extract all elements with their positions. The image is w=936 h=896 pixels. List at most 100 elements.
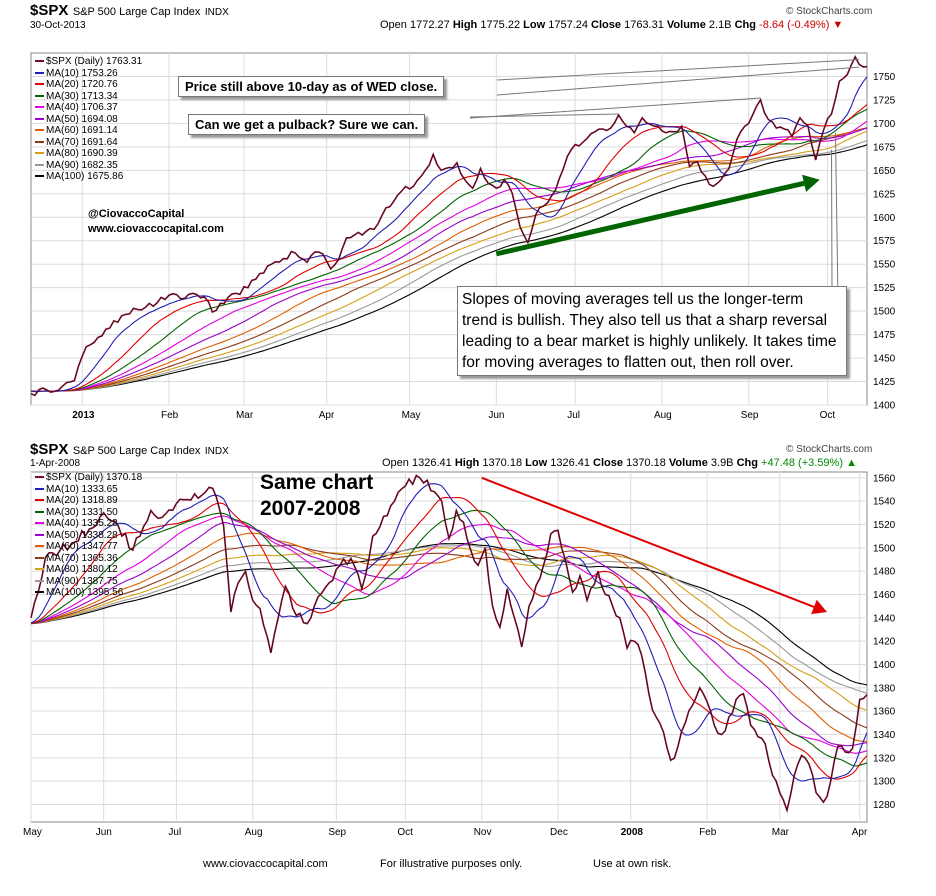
top-title-row: $SPX S&P 500 Large Cap Index INDX — [30, 2, 229, 20]
legend-label: MA(80) 1690.39 — [46, 148, 118, 159]
x-tick-label: Jun — [488, 410, 504, 421]
legend-entry: MA(40) 1335.28 — [35, 518, 142, 530]
legend-entry: MA(20) 1720.76 — [35, 79, 142, 91]
legend-label: MA(60) 1691.14 — [46, 125, 118, 136]
legend-entry: MA(100) 1675.86 — [35, 171, 142, 183]
bottom-chart: $SPX S&P 500 Large Cap Index INDX 1-Apr-… — [0, 438, 936, 838]
legend-label: MA(100) 1395.56 — [46, 587, 124, 598]
top-symbol: $SPX — [30, 2, 69, 19]
legend-label: MA(50) 1694.08 — [46, 113, 118, 125]
ma-line-80 — [31, 130, 868, 392]
legend-label: MA(90) 1387.75 — [46, 575, 118, 587]
y-tick-label: 1650 — [873, 166, 896, 177]
ma-line-90 — [30, 544, 868, 694]
bottom-description: S&P 500 Large Cap Index — [72, 445, 201, 457]
bottom-plot-svg: 1280 1300 1320 1340 1360 1380 1400 1420 1440 1460… — [23, 471, 896, 838]
top-volume-label: Volume — [666, 19, 706, 31]
y-tick-label: 1400 — [873, 401, 896, 412]
trend-arrow — [495, 180, 805, 257]
top-low-label: Low — [523, 19, 546, 31]
top-open-label: Open — [380, 19, 407, 31]
top-high-label: High — [452, 19, 478, 31]
top-twitter-tag: @CiovaccoCapital — [88, 208, 185, 220]
legend-swatch — [35, 591, 44, 594]
top-chg: -8.64 (-0.49%) — [759, 19, 830, 31]
legend-swatch — [35, 556, 44, 559]
bottom-ohlc: Open 1326.41 High 1370.18 Low 1326.41 Cl… — [382, 457, 857, 469]
top-note-slopes: Slopes of moving averages tell us the lo… — [457, 286, 847, 376]
ma-line-80 — [30, 547, 868, 711]
legend-swatch — [35, 510, 44, 513]
bottom-watermark: © StockCharts.com — [786, 444, 873, 455]
legend-swatch — [35, 545, 44, 548]
legend-entry: MA(40) 1706.37 — [35, 102, 142, 114]
legend-entry: MA(60) 1347.77 — [35, 541, 142, 553]
legend-swatch — [35, 60, 44, 63]
x-tick-label: Jun — [96, 827, 112, 838]
legend-label: MA(40) 1706.37 — [46, 102, 118, 113]
ma-line-50 — [30, 522, 868, 747]
legend-swatch — [35, 533, 44, 536]
x-tick-label: Dec — [550, 827, 568, 838]
ma-line-20 — [30, 104, 868, 392]
y-tick-label: 1300 — [873, 777, 896, 788]
legend-entry: MA(10) 1333.65 — [35, 484, 142, 496]
ma-line-100 — [30, 542, 868, 686]
price-bars — [30, 56, 868, 396]
top-note-pullback: Can we get a pulback? Sure we can. — [188, 114, 426, 135]
legend-entry: MA(80) 1690.39 — [35, 148, 142, 160]
top-close: 1763.31 — [624, 19, 664, 31]
footer-risk: Use at own risk. — [593, 858, 672, 870]
legend-label: MA(80) 1380.12 — [46, 564, 118, 575]
bottom-date: 1-Apr-2008 — [30, 458, 81, 469]
legend-label: MA(20) 1318.89 — [46, 495, 118, 506]
legend-label: MA(70) 1691.64 — [46, 136, 118, 148]
legend-entry: MA(50) 1694.08 — [35, 114, 142, 126]
y-tick-label: 1700 — [873, 119, 896, 130]
legend-swatch — [35, 499, 44, 502]
legend-swatch — [35, 94, 44, 97]
legend-label: MA(90) 1682.35 — [46, 159, 118, 171]
top-open: 1772.27 — [409, 19, 450, 31]
y-tick-label: 1320 — [873, 753, 896, 764]
y-tick-label: 1560 — [873, 473, 896, 484]
legend-label: MA(30) 1331.50 — [46, 506, 118, 518]
x-tick-label: 2008 — [621, 827, 644, 838]
y-tick-label: 1340 — [873, 730, 896, 741]
bottom-close: 1370.18 — [626, 457, 666, 469]
bottom-chg-label: Chg — [736, 457, 758, 469]
legend-label: MA(10) 1333.65 — [46, 483, 118, 495]
legend-entry: $SPX (Daily) 1370.18 — [35, 472, 142, 484]
trend-arrow — [481, 476, 815, 608]
legend-label: MA(70) 1365.36 — [46, 552, 118, 564]
top-date: 30-Oct-2013 — [30, 20, 86, 31]
bottom-low: 1326.41 — [550, 457, 590, 469]
plot-area — [30, 471, 868, 823]
bottom-volume-label: Volume — [668, 457, 708, 469]
ma-line-30 — [30, 509, 868, 767]
legend-entry: MA(90) 1387.75 — [35, 576, 142, 588]
top-high: 1775.22 — [480, 19, 521, 31]
x-tick-label: Feb — [161, 410, 179, 421]
y-tick-label: 1550 — [873, 260, 896, 271]
bottom-open: 1326.41 — [411, 457, 452, 469]
bottom-close-label: Close — [593, 457, 624, 469]
ma-line-60 — [31, 127, 868, 392]
bottom-open-label: Open — [382, 457, 409, 469]
top-exchange: INDX — [204, 7, 229, 18]
y-tick-label: 1450 — [873, 354, 896, 365]
y-tick-label: 1380 — [873, 683, 896, 694]
x-tick-label: Apr — [852, 827, 868, 838]
legend-entry: MA(80) 1380.12 — [35, 564, 142, 576]
x-tick-label: Mar — [236, 410, 254, 421]
y-tick-label: 1420 — [873, 637, 896, 648]
x-tick-label: Apr — [319, 410, 335, 421]
bottom-low-label: Low — [525, 457, 548, 469]
y-tick-label: 1500 — [873, 307, 896, 318]
legend-label: MA(60) 1347.77 — [46, 541, 118, 552]
legend-swatch — [35, 522, 44, 525]
legend-entry: MA(20) 1318.89 — [35, 495, 142, 507]
bottom-exchange: INDX — [204, 446, 229, 457]
y-tick-label: 1475 — [873, 330, 896, 341]
legend-swatch — [35, 152, 44, 155]
